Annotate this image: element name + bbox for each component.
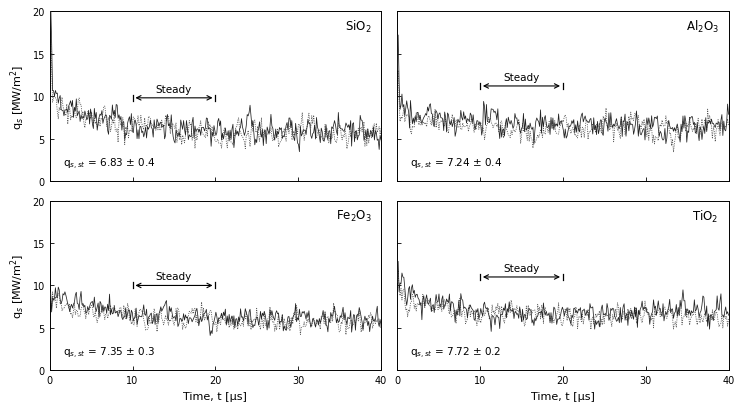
Text: Al$_2$O$_3$: Al$_2$O$_3$ xyxy=(686,19,718,35)
Text: q$_{s,st}$ = 7.72 ± 0.2: q$_{s,st}$ = 7.72 ± 0.2 xyxy=(410,345,502,360)
X-axis label: Time, t [μs]: Time, t [μs] xyxy=(531,391,595,401)
Y-axis label: q$_s$ [MW/m$^2$]: q$_s$ [MW/m$^2$] xyxy=(8,64,27,130)
Y-axis label: q$_s$ [MW/m$^2$]: q$_s$ [MW/m$^2$] xyxy=(8,253,27,318)
Text: Fe$_2$O$_3$: Fe$_2$O$_3$ xyxy=(336,208,371,223)
Text: Steady: Steady xyxy=(503,263,539,273)
Text: q$_{s,st}$ = 7.35 ± 0.3: q$_{s,st}$ = 7.35 ± 0.3 xyxy=(63,345,155,360)
X-axis label: Time, t [μs]: Time, t [μs] xyxy=(184,391,247,401)
Text: Steady: Steady xyxy=(503,72,539,83)
Text: Steady: Steady xyxy=(156,84,192,94)
Text: TiO$_2$: TiO$_2$ xyxy=(692,208,718,224)
Text: SiO$_2$: SiO$_2$ xyxy=(345,19,371,35)
Text: q$_{s,st}$ = 6.83 ± 0.4: q$_{s,st}$ = 6.83 ± 0.4 xyxy=(63,156,155,171)
Text: Steady: Steady xyxy=(156,272,192,281)
Text: q$_{s,st}$ = 7.24 ± 0.4: q$_{s,st}$ = 7.24 ± 0.4 xyxy=(410,156,502,171)
